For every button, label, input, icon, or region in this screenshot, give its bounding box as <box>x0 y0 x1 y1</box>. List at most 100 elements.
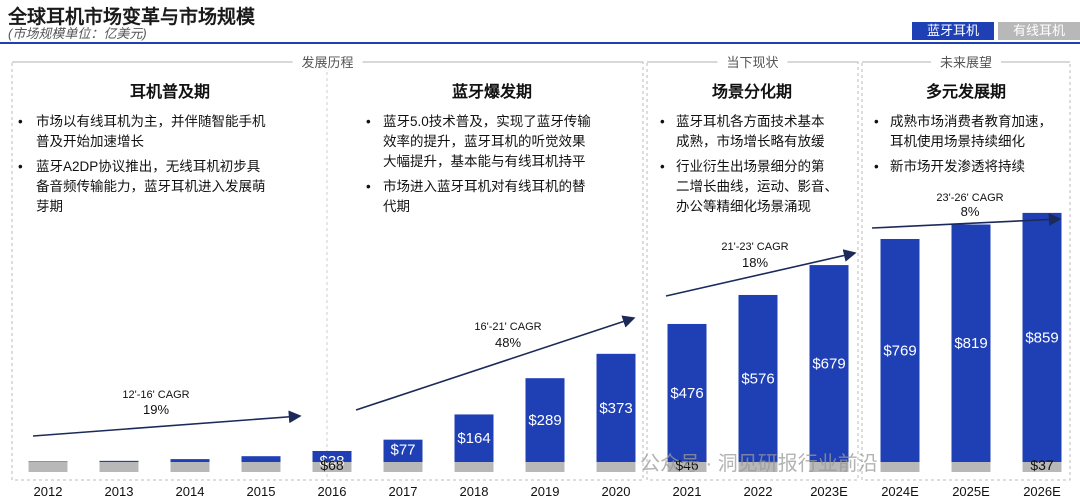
data-label-wireless: $859 <box>1025 329 1058 346</box>
legend-wireless: 蓝牙耳机 <box>912 22 994 40</box>
data-label-wireless: $373 <box>599 400 632 417</box>
bar-wireless <box>880 238 920 462</box>
x-tick-label: 2026E <box>1023 484 1061 499</box>
x-tick-label: 2019 <box>531 484 560 499</box>
bar-wired <box>596 462 636 472</box>
bullet-line: 蓝牙A2DP协议推出，无线耳机初步具 <box>36 158 260 174</box>
data-label-wireless: $289 <box>528 412 561 429</box>
cagr-value: 8% <box>961 204 980 219</box>
data-label-wireless: $769 <box>883 342 916 359</box>
cagr-period: 23'-26' CAGR <box>936 192 1003 204</box>
x-tick-label: 2025E <box>952 484 990 499</box>
bullet-line: 代期 <box>383 199 410 214</box>
phase-frames: 发展历程 当下现状 未来展望 <box>11 53 1071 481</box>
phase-title: 场景分化期 <box>712 82 792 101</box>
bar-wired <box>99 462 139 472</box>
bar-wireless <box>170 459 210 462</box>
x-tick-label: 2023E <box>810 484 848 499</box>
bar-wired <box>667 462 707 472</box>
phase-frame-border <box>11 61 644 481</box>
bar-wireless <box>667 323 707 462</box>
bar-wired <box>454 462 494 472</box>
phase-header-label: 未来展望 <box>940 55 992 70</box>
bullet-dot: • <box>18 159 23 174</box>
x-tick-label: 2022 <box>744 484 773 499</box>
bar-wired <box>880 462 920 472</box>
bullet-line: 二增长曲线，运动、影音、 <box>676 178 838 194</box>
cagr-period: 16'-21' CAGR <box>474 321 541 333</box>
bullet-dot: • <box>366 179 371 194</box>
x-tick-label: 2012 <box>34 484 63 499</box>
watermark: 公众号 · 洞见研报行业前沿 <box>640 452 878 475</box>
phase-header-bg <box>292 53 363 71</box>
x-tick-label: 2015 <box>247 484 276 499</box>
bullet-line: 市场以有线耳机为主，并伴随智能手机 <box>36 113 266 129</box>
bullet-dot: • <box>366 114 371 129</box>
bar-wired <box>28 462 68 472</box>
bullet-line: 普及开始加速增长 <box>36 134 144 149</box>
bar-wireless <box>99 460 139 462</box>
x-tick-label: 2020 <box>602 484 631 499</box>
bullet-line: 效率的提升，蓝牙耳机的听觉效果 <box>383 133 586 149</box>
phase-header-bg <box>931 53 1001 71</box>
cagr-period: 12'-16' CAGR <box>122 389 189 401</box>
bullet-line: 备音频传输能力，蓝牙耳机进入发展萌 <box>36 178 266 194</box>
cagr-arrow <box>871 213 1062 229</box>
bullet-dot: • <box>874 114 879 129</box>
phase-header-label: 当下现状 <box>726 55 778 70</box>
bar-wireless <box>1022 212 1062 462</box>
cagr-value: 48% <box>495 335 521 350</box>
cagr-arrow <box>355 315 636 411</box>
bar-wired <box>1022 462 1062 472</box>
phase-title: 多元发展期 <box>926 82 1006 101</box>
bar-wired <box>809 462 849 472</box>
cagr-period: 21'-23' CAGR <box>721 241 788 253</box>
bar-wireless <box>525 378 565 462</box>
phase-title: 蓝牙爆发期 <box>452 82 532 101</box>
cagr-arrow <box>32 410 302 437</box>
cagr-value: 19% <box>143 402 169 417</box>
phase-title: 耳机普及期 <box>130 82 210 101</box>
bullet-line: 蓝牙耳机各方面技术基本 <box>676 113 825 129</box>
x-axis: 2012 2013 2014 2015 2016 2017 2018 2019 2020 2021… <box>34 484 1062 499</box>
data-label-wireless: $77 <box>390 442 415 459</box>
bullet-dot: • <box>18 114 23 129</box>
x-tick-label: 2014 <box>176 484 205 499</box>
phase-header-label: 发展历程 <box>301 55 353 70</box>
bar-wireless <box>809 265 849 462</box>
bullet-line: 新市场开发渗透将持续 <box>890 158 1025 174</box>
bar-wired <box>738 462 778 472</box>
bar-wireless <box>951 224 991 462</box>
bar-wireless <box>454 414 494 462</box>
x-tick-label: 2017 <box>389 484 418 499</box>
x-tick-label: 2021 <box>673 484 702 499</box>
bar-wired <box>525 462 565 472</box>
bullet-line: 成熟市场消费者教育加速， <box>890 113 1052 129</box>
bullet-line: 办公等精细化场景涌现 <box>676 198 811 214</box>
bar-wireless <box>28 461 68 462</box>
bullet-dot: • <box>874 159 879 174</box>
bar-wired <box>951 462 991 472</box>
bar-wireless <box>596 353 636 462</box>
cagr-arrow <box>665 249 857 297</box>
data-label-wireless: $576 <box>741 370 774 387</box>
bar-wireless <box>383 439 423 462</box>
bar-wireless <box>312 450 352 462</box>
phase-frame-border <box>646 61 859 481</box>
x-tick-label: 2024E <box>881 484 919 499</box>
bar-wireless <box>738 294 778 462</box>
bar-wireless <box>241 456 281 462</box>
title-divider <box>0 42 1080 44</box>
bullet-dot: • <box>660 114 665 129</box>
bars-layer: $38$68 $77 $164 $289 $373 $476 $46 $576 $679 $769… <box>28 212 1062 473</box>
x-tick-label: 2018 <box>460 484 489 499</box>
x-tick-label: 2016 <box>318 484 347 499</box>
data-label-wireless: $164 <box>457 430 490 447</box>
phase-header-bg <box>717 53 788 71</box>
data-label-wireless: $679 <box>812 356 845 373</box>
bullet-line: 市场进入蓝牙耳机对有线耳机的替 <box>383 178 586 194</box>
bar-wired <box>383 462 423 472</box>
bar-wired <box>241 462 281 472</box>
